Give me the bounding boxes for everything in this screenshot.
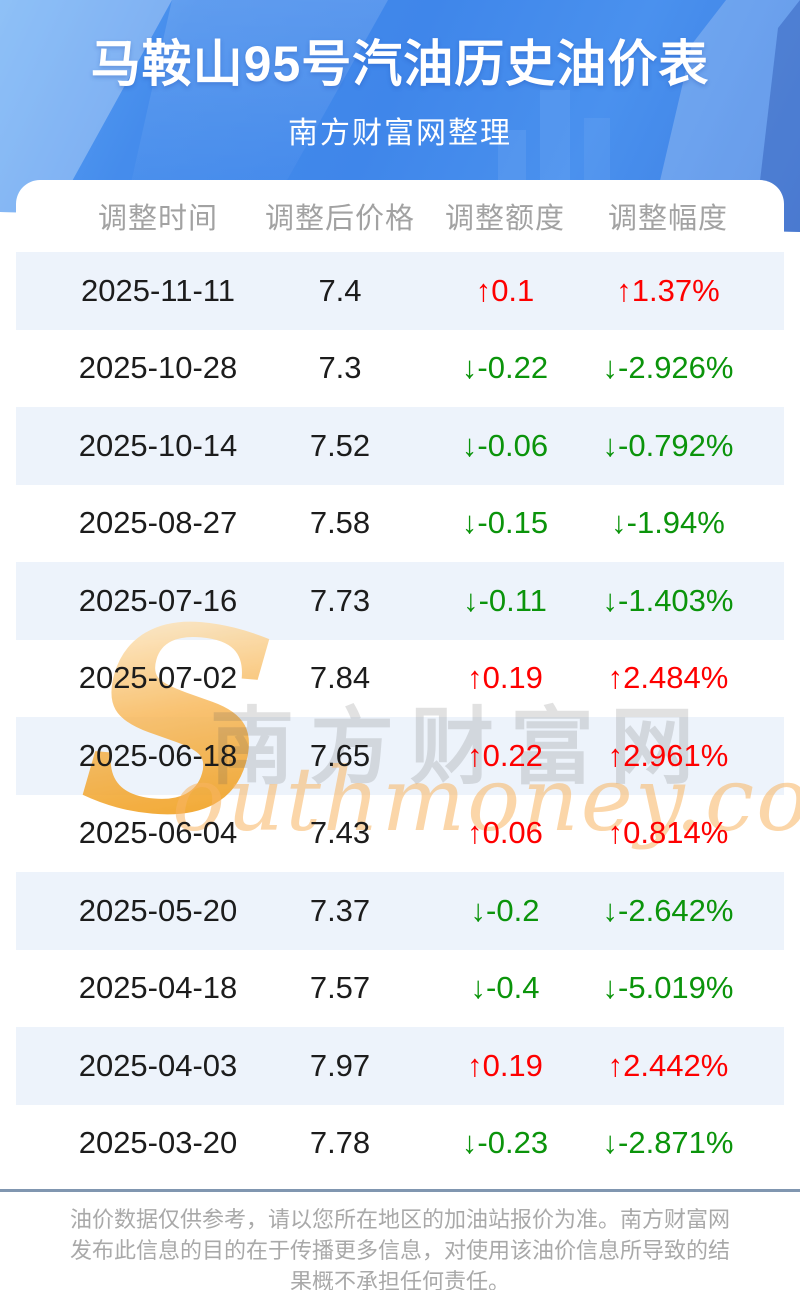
cell-percent: ↑0.814% [607, 815, 729, 851]
cell-date: 2025-07-16 [78, 582, 238, 618]
page-subtitle: 南方财富网整理 [288, 117, 512, 150]
table-row: 2025-11-11 7.4 ↑0.1 ↑1.37% [16, 252, 784, 330]
cell-price: 7.73 [309, 582, 371, 618]
cell-percent: ↑1.37% [616, 272, 720, 308]
cell-change: ↑0.22 [467, 737, 543, 773]
cell-date: 2025-10-28 [78, 350, 238, 386]
table-row: 2025-04-03 7.97 ↑0.19 ↑2.442% [16, 1027, 784, 1105]
table-row: 2025-08-27 7.58 ↓-0.15 ↓-1.94% [16, 485, 784, 563]
cell-change: ↓-0.11 [463, 582, 547, 618]
cell-percent: ↓-1.94% [611, 505, 725, 541]
table-row: 2025-10-14 7.52 ↓-0.06 ↓-0.792% [16, 407, 784, 485]
table-row: 2025-06-04 7.43 ↑0.06 ↑0.814% [16, 795, 784, 873]
column-header-adjust-range: 调整幅度 [607, 203, 729, 235]
cell-percent: ↓-0.792% [602, 427, 734, 463]
cell-percent: ↑2.442% [607, 1047, 729, 1083]
table-row: 2025-10-28 7.3 ↓-0.22 ↓-2.926% [16, 330, 784, 408]
cell-date: 2025-08-27 [78, 505, 238, 541]
cell-percent: ↓-2.871% [602, 1125, 734, 1161]
column-header-adjust-time: 调整时间 [97, 203, 219, 235]
cell-change: ↑0.19 [467, 1047, 543, 1083]
cell-date: 2025-06-18 [78, 737, 238, 773]
table-row: 2025-03-20 7.78 ↓-0.23 ↓-2.871% [16, 1105, 784, 1183]
cell-percent: ↓-2.642% [602, 892, 734, 928]
cell-percent: ↓-5.019% [602, 970, 734, 1006]
table-row: 2025-07-02 7.84 ↑0.19 ↑2.484% [16, 640, 784, 718]
cell-price: 7.37 [309, 892, 371, 928]
cell-price: 7.78 [309, 1125, 371, 1161]
footer-disclaimer: 油价数据仅供参考，请以您所在地区的加油站报价为准。南方财富网发布此信息的目的在于… [69, 1207, 730, 1290]
cell-price: 7.97 [309, 1047, 371, 1083]
cell-percent: ↑2.961% [607, 737, 729, 773]
cell-date: 2025-10-14 [78, 427, 238, 463]
table-row: 2025-05-20 7.37 ↓-0.2 ↓-2.642% [16, 872, 784, 950]
cell-date: 2025-04-03 [78, 1047, 238, 1083]
table-header-row: 调整时间 调整后价格 调整额度 调整幅度 [16, 180, 784, 252]
cell-change: ↑0.19 [467, 660, 543, 696]
table-row: 2025-07-16 7.73 ↓-0.11 ↓-1.403% [16, 562, 784, 640]
cell-price: 7.3 [318, 350, 362, 386]
cell-percent: ↓-1.403% [602, 582, 734, 618]
cell-change: ↓-0.06 [461, 427, 549, 463]
cell-percent: ↓-2.926% [602, 350, 734, 386]
cell-change: ↓-0.15 [461, 505, 549, 541]
cell-price: 7.84 [309, 660, 371, 696]
column-header-adjusted-price: 调整后价格 [264, 203, 416, 235]
page-title: 马鞍山95号汽油历史油价表 [90, 36, 710, 92]
cell-date: 2025-06-04 [78, 815, 238, 851]
cell-date: 2025-03-20 [78, 1125, 238, 1161]
cell-price: 7.65 [309, 737, 371, 773]
cell-price: 7.43 [309, 815, 371, 851]
table-row: 2025-04-18 7.57 ↓-0.4 ↓-5.019% [16, 950, 784, 1028]
cell-price: 7.52 [309, 427, 371, 463]
price-table-card: 调整时间 调整后价格 调整额度 调整幅度 2025-11-11 7.4 ↑0.1… [16, 180, 784, 1182]
cell-price: 7.4 [318, 272, 362, 308]
cell-change: ↓-0.23 [461, 1125, 549, 1161]
cell-percent: ↑2.484% [607, 660, 729, 696]
table-row: 2025-06-18 7.65 ↑0.22 ↑2.961% [16, 717, 784, 795]
cell-change: ↑0.1 [475, 272, 535, 308]
cell-price: 7.58 [309, 505, 371, 541]
cell-date: 2025-11-11 [81, 272, 235, 308]
cell-change: ↓-0.4 [470, 970, 540, 1006]
cell-date: 2025-05-20 [78, 892, 238, 928]
cell-change: ↑0.06 [467, 815, 543, 851]
footer-divider [0, 1189, 800, 1192]
cell-date: 2025-04-18 [78, 970, 238, 1006]
column-header-adjust-amount: 调整额度 [444, 203, 566, 235]
cell-change: ↓-0.2 [470, 892, 540, 928]
cell-price: 7.57 [309, 970, 371, 1006]
cell-date: 2025-07-02 [78, 660, 238, 696]
cell-change: ↓-0.22 [461, 350, 549, 386]
price-table-body: 2025-11-11 7.4 ↑0.1 ↑1.37% 2025-10-28 7.… [16, 252, 784, 1182]
